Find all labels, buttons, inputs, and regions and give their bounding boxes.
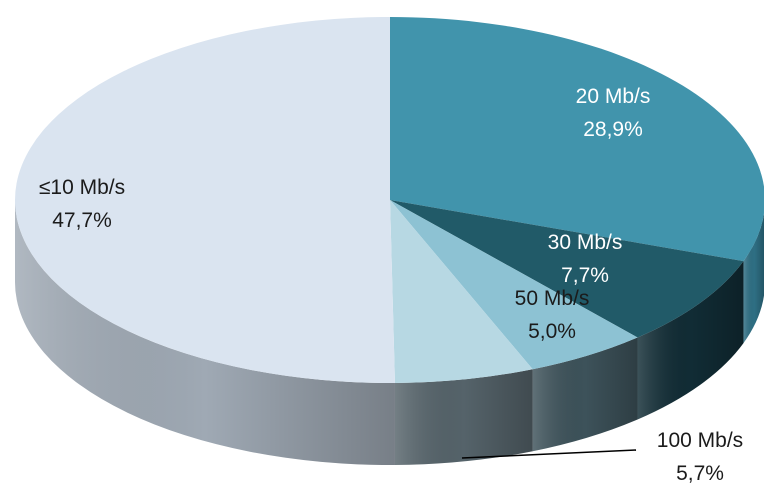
slice-100-mb-s	[390, 200, 533, 383]
label-name-50-mb-s: 50 Mb/s	[515, 287, 590, 310]
slice-20-mb-s	[390, 17, 764, 262]
leader-lines	[461, 449, 637, 459]
label-10-mb-s: ≤10 Mb/s 47,7%	[39, 176, 125, 232]
label-name-10-mb-s: ≤10 Mb/s	[39, 176, 125, 199]
label-20-mb-s: 20 Mb/s 28,9%	[576, 85, 651, 141]
label-name-100-mb-s: 100 Mb/s	[657, 429, 743, 452]
leader-line-100-mb-s	[461, 449, 637, 459]
side-shading-30-mb-s	[637, 261, 744, 420]
pie-side-walls	[15, 200, 764, 466]
label-name-20-mb-s: 20 Mb/s	[576, 85, 651, 108]
label-name-30-mb-s: 30 Mb/s	[548, 231, 623, 254]
label-percent-10-mb-s: 47,7%	[52, 209, 112, 232]
label-100-mb-s: 100 Mb/s 5,7%	[657, 429, 743, 485]
label-50-mb-s: 50 Mb/s 5,0%	[515, 287, 590, 343]
label-percent-30-mb-s: 7,7%	[561, 264, 609, 287]
side-shading-10-mb-s	[15, 200, 395, 466]
side-shading-100-mb-s	[394, 369, 533, 465]
side-shading-50-mb-s	[532, 337, 638, 452]
label-percent-50-mb-s: 5,0%	[528, 320, 576, 343]
pie-slices	[14, 16, 764, 384]
label-percent-100-mb-s: 5,7%	[676, 462, 724, 485]
slice-50-mb-s	[390, 200, 638, 370]
slice-labels: 20 Mb/s 28,9% 30 Mb/s 7,7%50 Mb/s 5,0% 100 Mb…	[39, 85, 743, 485]
label-30-mb-s: 30 Mb/s 7,7%	[548, 231, 623, 287]
label-percent-20-mb-s: 28,9%	[583, 118, 643, 141]
slice-10-mb-s	[14, 16, 395, 384]
slice-30-mb-s	[390, 200, 744, 338]
side-shading-20-mb-s	[743, 212, 764, 344]
